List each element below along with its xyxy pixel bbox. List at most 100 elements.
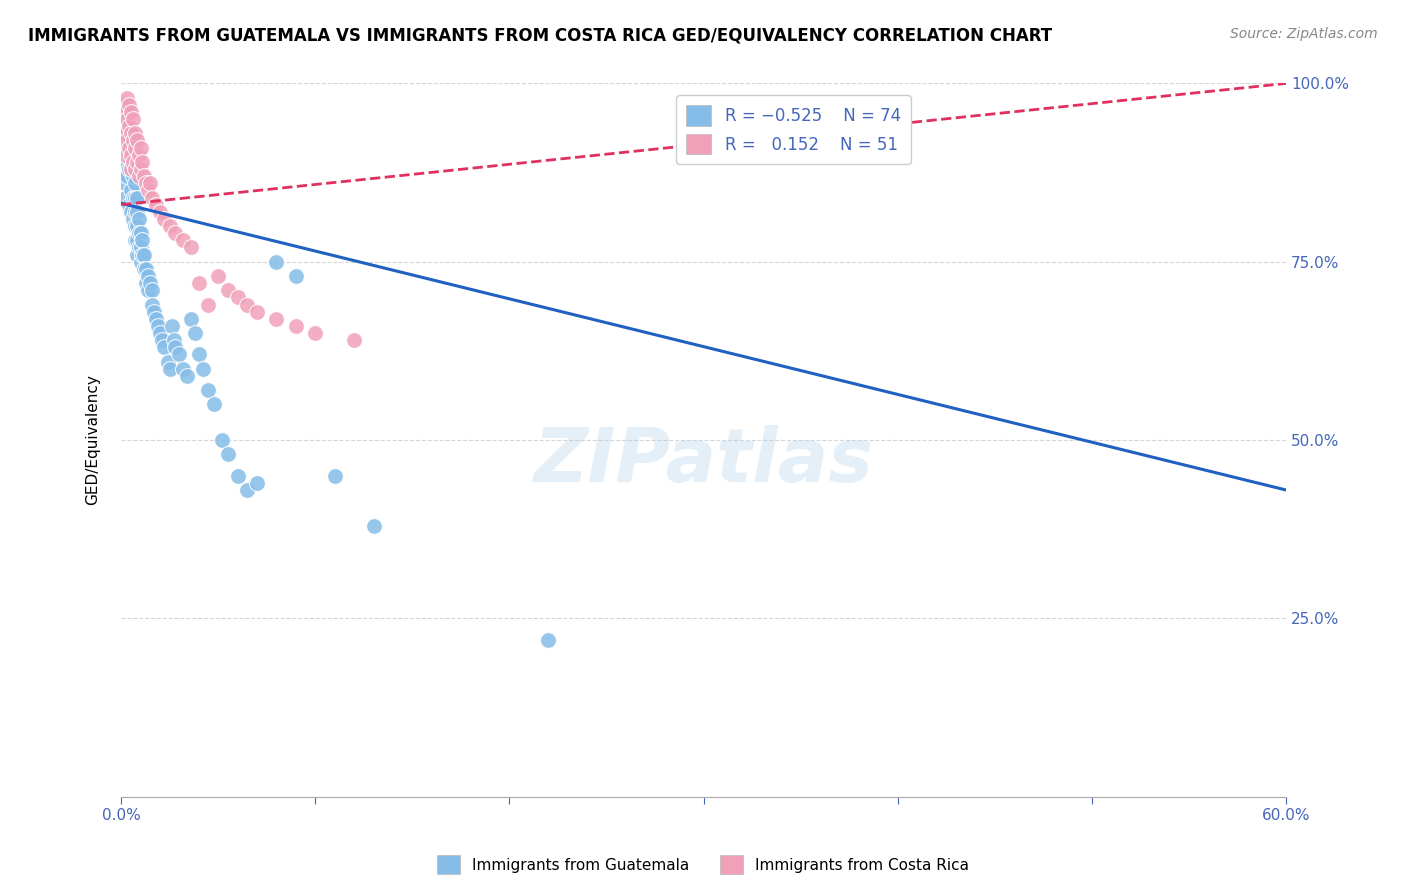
Point <box>180 240 202 254</box>
Point <box>128 148 150 162</box>
Legend: Immigrants from Guatemala, Immigrants from Costa Rica: Immigrants from Guatemala, Immigrants fr… <box>430 849 976 880</box>
Point <box>226 468 249 483</box>
Point <box>323 468 346 483</box>
Point <box>120 127 142 141</box>
Point <box>284 268 307 283</box>
Point <box>136 183 159 197</box>
Point <box>217 447 239 461</box>
Point <box>125 219 148 233</box>
Point <box>118 161 141 176</box>
Point <box>162 333 184 347</box>
Point <box>131 154 153 169</box>
Point <box>266 311 288 326</box>
Point <box>115 91 138 105</box>
Point <box>266 254 288 268</box>
Point <box>120 154 142 169</box>
Point <box>121 134 143 148</box>
Point <box>118 120 141 134</box>
Point <box>217 283 239 297</box>
Point <box>128 240 150 254</box>
Point <box>202 397 225 411</box>
Point <box>135 276 157 290</box>
Point <box>125 154 148 169</box>
Point <box>165 226 187 240</box>
Point <box>124 204 146 219</box>
Point <box>124 141 146 155</box>
Point <box>128 226 150 240</box>
Point <box>118 197 141 211</box>
Point <box>114 127 136 141</box>
Point <box>246 304 269 318</box>
Point <box>141 283 163 297</box>
Text: IMMIGRANTS FROM GUATEMALA VS IMMIGRANTS FROM COSTA RICA GED/EQUIVALENCY CORRELAT: IMMIGRANTS FROM GUATEMALA VS IMMIGRANTS … <box>28 27 1052 45</box>
Point <box>128 211 150 226</box>
Point <box>115 169 138 183</box>
Point <box>114 105 136 120</box>
Point <box>115 134 138 148</box>
Legend: R = −0.525    N = 74, R =   0.152    N = 51: R = −0.525 N = 74, R = 0.152 N = 51 <box>676 95 911 164</box>
Point <box>120 161 142 176</box>
Point <box>159 219 181 233</box>
Point <box>121 211 143 226</box>
Point <box>284 318 307 333</box>
Point <box>135 261 157 276</box>
Point <box>120 105 142 120</box>
Point <box>125 134 148 148</box>
Point <box>118 141 141 155</box>
Point <box>120 148 142 162</box>
Point <box>226 290 249 304</box>
Point <box>112 161 135 176</box>
Point <box>124 219 146 233</box>
Point <box>136 268 159 283</box>
Point <box>129 254 152 268</box>
Point <box>124 190 146 204</box>
Point <box>139 176 162 190</box>
Point <box>125 233 148 247</box>
Point <box>153 211 176 226</box>
Point <box>145 197 167 211</box>
Point <box>304 326 326 340</box>
Point <box>129 141 152 155</box>
Point <box>121 154 143 169</box>
Point <box>139 276 162 290</box>
Point <box>114 190 136 204</box>
Point <box>207 268 229 283</box>
Point <box>172 233 194 247</box>
Point <box>184 326 207 340</box>
Point <box>129 226 152 240</box>
Point <box>169 347 191 361</box>
Point <box>537 632 560 647</box>
Point <box>160 318 183 333</box>
Point <box>191 361 214 376</box>
Point <box>176 368 198 383</box>
Point <box>124 233 146 247</box>
Point <box>120 204 142 219</box>
Point <box>197 297 219 311</box>
Point <box>172 361 194 376</box>
Point <box>115 98 138 112</box>
Point <box>128 169 150 183</box>
Point <box>115 112 138 127</box>
Point <box>129 240 152 254</box>
Point <box>120 127 142 141</box>
Point <box>145 311 167 326</box>
Point <box>121 112 143 127</box>
Point <box>124 161 146 176</box>
Point <box>150 333 173 347</box>
Point <box>146 318 169 333</box>
Point <box>197 383 219 397</box>
Point <box>112 98 135 112</box>
Point <box>165 340 187 354</box>
Point <box>134 247 156 261</box>
Point <box>125 247 148 261</box>
Text: ZIPatlas: ZIPatlas <box>533 425 873 498</box>
Point <box>149 326 172 340</box>
Point <box>125 190 148 204</box>
Point <box>121 190 143 204</box>
Point <box>211 433 233 447</box>
Point <box>141 190 163 204</box>
Point <box>124 176 146 190</box>
Point <box>120 183 142 197</box>
Point <box>156 354 179 368</box>
Point <box>187 347 209 361</box>
